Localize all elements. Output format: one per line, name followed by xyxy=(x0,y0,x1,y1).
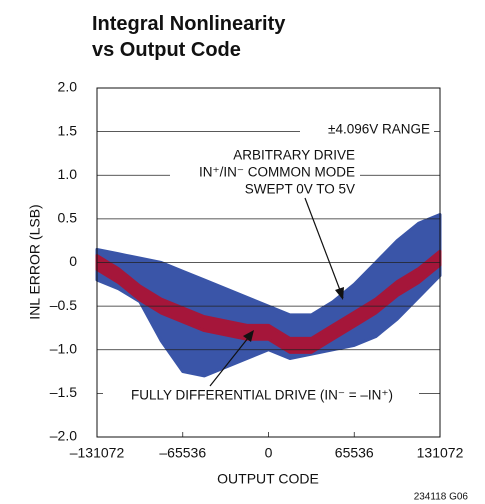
y-tick-label: –0.5 xyxy=(50,297,77,313)
y-axis-label: INL ERROR (LSB) xyxy=(27,204,43,319)
arrowhead xyxy=(335,287,344,300)
y-tick-label: –1.5 xyxy=(50,384,77,400)
plot-area xyxy=(95,213,442,378)
x-axis-label: OUTPUT CODE xyxy=(217,471,319,487)
x-tick-label: –131072 xyxy=(70,445,125,461)
annotation: ARBITRARY DRIVE xyxy=(233,148,355,163)
x-tick-label: 0 xyxy=(265,445,273,461)
annotation: ±4.096V RANGE xyxy=(328,122,430,137)
label-bg xyxy=(300,120,434,140)
arrow xyxy=(304,197,344,299)
y-tick-label: 0 xyxy=(69,253,77,269)
annotation: SWEPT 0V TO 5V xyxy=(245,182,355,197)
label-bg xyxy=(170,145,360,197)
y-tick-label: 2.0 xyxy=(58,79,78,95)
arrowhead xyxy=(243,330,254,342)
label-bg xyxy=(103,386,419,406)
arrow xyxy=(209,332,253,387)
y-tick-label: 1.5 xyxy=(58,122,78,138)
footnote: 234118 G06 xyxy=(414,492,469,503)
y-tick-label: 0.5 xyxy=(58,210,78,226)
chart-title: Integral Nonlinearity xyxy=(92,13,286,35)
annotation: FULLY DIFFERENTIAL DRIVE (IN⁻ = –IN⁺) xyxy=(131,388,393,403)
plot-frame xyxy=(96,87,441,438)
annotation: IN⁺/IN⁻ COMMON MODE xyxy=(199,165,355,180)
x-tick-label: –65536 xyxy=(159,445,206,461)
y-tick-label: –2.0 xyxy=(50,428,77,444)
annotations: ±4.096V RANGE ARBITRARY DRIVE IN⁺/IN⁻ CO… xyxy=(103,120,434,406)
chart-title: vs Output Code xyxy=(92,39,241,61)
y-tick-label: 1.0 xyxy=(58,166,78,182)
y-tick-label: –1.0 xyxy=(50,340,77,356)
x-tick-label: 65536 xyxy=(335,445,374,461)
x-tick-label: 131072 xyxy=(417,445,464,461)
